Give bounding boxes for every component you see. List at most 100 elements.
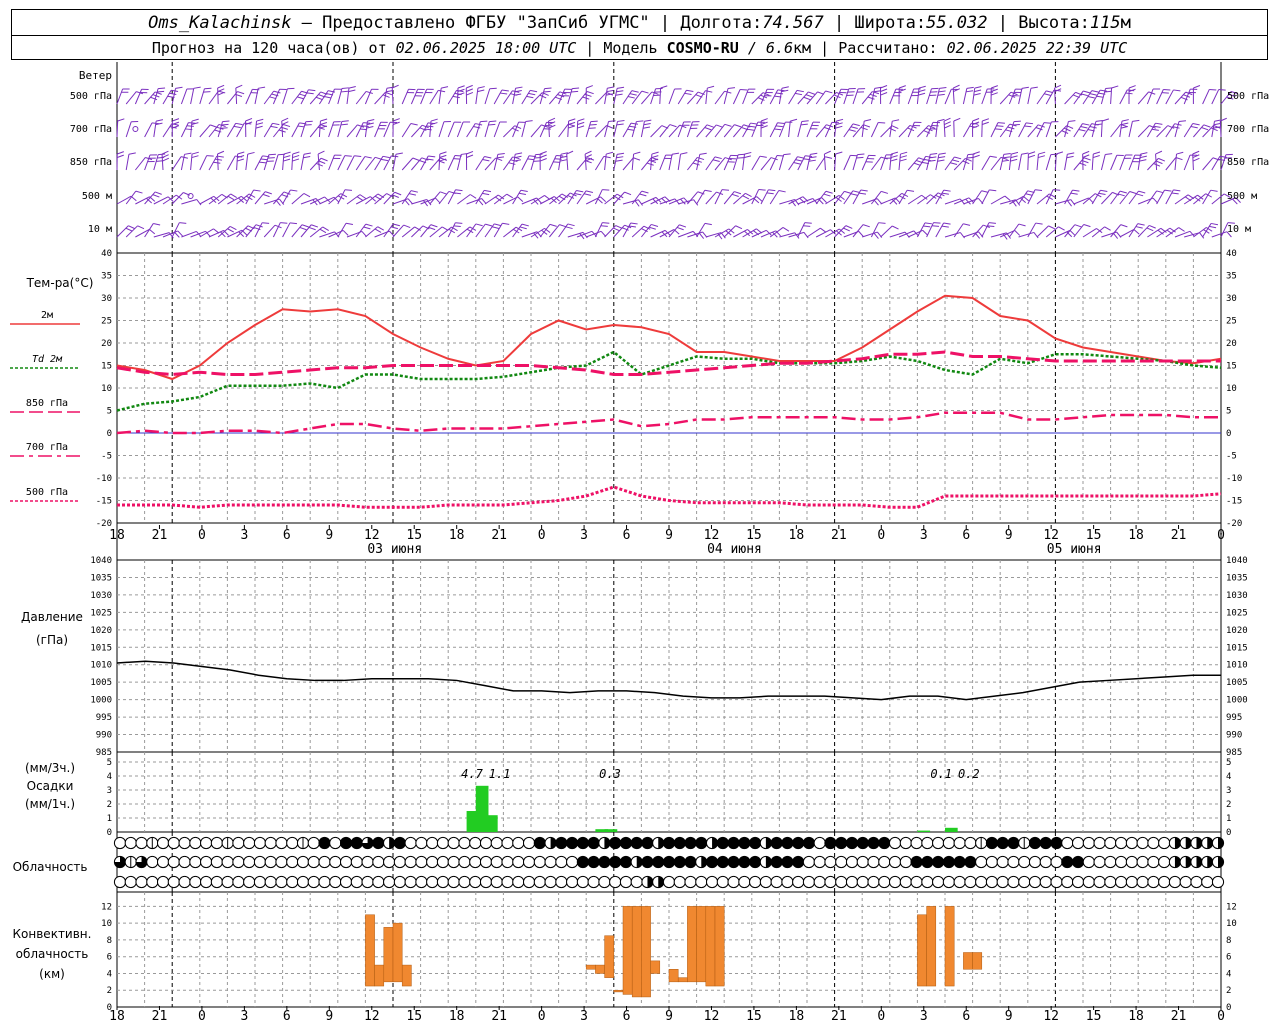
wind-barb-1-73 [788, 121, 791, 138]
wind-flag-0-25-1 [348, 89, 356, 93]
cloud-symbol-0-4 [156, 836, 170, 850]
wind-barb-0-34 [429, 90, 439, 105]
cloud-symbol-1-65 [813, 855, 826, 869]
wind-barb-4-17 [272, 222, 281, 238]
cloud-half-2-50 [658, 876, 664, 888]
wind-flag-3-103-0 [1072, 189, 1080, 192]
wind-flag-1-49-1 [568, 121, 576, 126]
wind-flag-0-82-1 [873, 90, 881, 93]
precip-panel-label: Осадки [27, 779, 74, 793]
cloud-symbol-1-96 [1147, 855, 1160, 869]
wind-barb-2-36 [447, 155, 456, 171]
convective-bar-17 [705, 906, 716, 987]
wind-barb-4-93 [972, 224, 984, 238]
cloud-symbol-1-87 [1050, 855, 1063, 869]
wind-barb-4-41 [493, 222, 503, 238]
wind-barb-1-38 [466, 123, 476, 138]
wind-flag-1-98-0 [1025, 122, 1034, 125]
wind-flag-2-48-0 [560, 152, 568, 155]
wind-barb-1-81 [861, 121, 865, 138]
wind-flag-2-54-0 [616, 152, 625, 155]
wind-barb-4-39 [475, 223, 486, 238]
wind-barb-4-50 [576, 230, 593, 238]
wind-barb-2-65 [714, 157, 726, 171]
wind-flag-2-41-0 [497, 152, 505, 155]
wind-flag-4-8-0 [205, 230, 211, 237]
wind-flag-2-111-1 [1139, 155, 1147, 159]
cloud-symbol-1-10 [221, 855, 234, 869]
temp-ytick-left-10: 10 [101, 384, 112, 394]
wind-barb-0-1 [125, 91, 137, 105]
wind-flag-1-50-2 [577, 125, 585, 129]
day-label-1: 04 июня [707, 542, 762, 557]
wind-flag-4-1-0 [137, 225, 145, 230]
wind-barb-3-101 [1045, 189, 1054, 205]
cloud-symbol-2-73 [899, 875, 912, 889]
wind-flag-2-73-0 [797, 156, 805, 159]
wind-barb-1-59 [659, 124, 671, 138]
wind-barb-4-72 [779, 232, 795, 238]
x-tick-top-9: 21 [491, 528, 507, 543]
temp-ytick-left-15: 15 [101, 362, 112, 372]
wind-flag-4-26-1 [363, 226, 371, 230]
prec-ytick-right-5: 5 [1226, 758, 1231, 768]
cloud-symbol-2-52 [673, 875, 686, 889]
cloud-symbol-1-67 [835, 855, 848, 869]
wind-barb-2-3 [144, 154, 151, 171]
x-tick-top-14: 12 [704, 528, 720, 543]
wind-barb-2-23 [328, 154, 335, 171]
wind-barb-2-76 [815, 156, 826, 171]
wind-barb-3-24 [337, 189, 346, 205]
cloud-symbol-1-91 [1093, 855, 1106, 869]
wind-barb-4-111 [1137, 225, 1150, 238]
wind-flag-1-119-1 [1213, 122, 1221, 126]
cloud-symbol-1-12 [243, 855, 256, 869]
wind-barb-3-108 [1110, 190, 1121, 205]
temp-ytick-right--20: -20 [1226, 519, 1242, 529]
cloud-symbol-1-78 [953, 855, 966, 869]
wind-barb-4-90 [944, 232, 961, 238]
wind-flag-4-120-0 [1227, 222, 1235, 224]
wind-flag-2-54-1 [616, 156, 624, 159]
wind-flag-2-5-0 [161, 150, 169, 155]
wind-barb-3-88 [926, 192, 939, 205]
wind-barb-4-114 [1165, 227, 1180, 238]
wind-barb-0-118 [1202, 89, 1210, 105]
wind-barb-2-98 [1018, 154, 1022, 171]
conv-label-line-1: Конвективн. [13, 927, 92, 941]
convective-bar-20 [926, 906, 937, 987]
cloud-symbol-2-16 [286, 875, 299, 889]
wind-flag-4-54-1 [622, 227, 629, 231]
cloud-symbol-0-82 [996, 836, 1009, 850]
wind-barb-2-48 [558, 154, 562, 171]
wind-flag-4-99-0 [1035, 222, 1043, 225]
x-tick-bottom-4: 6 [283, 1009, 291, 1024]
wind-flag-4-87-0 [924, 222, 932, 225]
x-tick-top-7: 15 [406, 528, 422, 543]
wind-barb-0-31 [401, 89, 409, 105]
wind-barb-3-97 [1009, 195, 1024, 205]
wind-flag-2-51-2 [585, 157, 593, 162]
wind-barb-4-78 [834, 225, 847, 238]
cloud-symbol-0-79 [964, 836, 977, 850]
wind-flag-1-51-1 [589, 124, 597, 126]
wind-barb-1-47 [548, 120, 550, 138]
wind-barb-0-6 [171, 88, 177, 105]
wind-flag-4-109-0 [1133, 229, 1140, 235]
wind-barb-4-56 [631, 225, 645, 238]
wind-barb-1-54 [613, 121, 619, 138]
cloud-symbol-2-56 [716, 875, 729, 889]
wind-flag-0-36-2 [452, 95, 460, 99]
wind-barb-4-60 [668, 224, 680, 238]
x-tick-bottom-12: 6 [623, 1009, 631, 1024]
wind-barb-2-73 [788, 156, 798, 171]
wind-flag-1-42-0 [514, 125, 522, 130]
wind-barb-1-4 [153, 121, 157, 138]
wind-barb-1-22 [318, 121, 321, 138]
wind-flag-3-89-1 [941, 192, 949, 195]
wind-flag-3-75-0 [821, 197, 827, 203]
wind-barb-4-49 [567, 231, 584, 238]
wind-barb-4-104 [1073, 224, 1085, 238]
wind-flag-0-4-1 [157, 90, 165, 93]
wind-flag-3-79-1 [850, 193, 858, 196]
